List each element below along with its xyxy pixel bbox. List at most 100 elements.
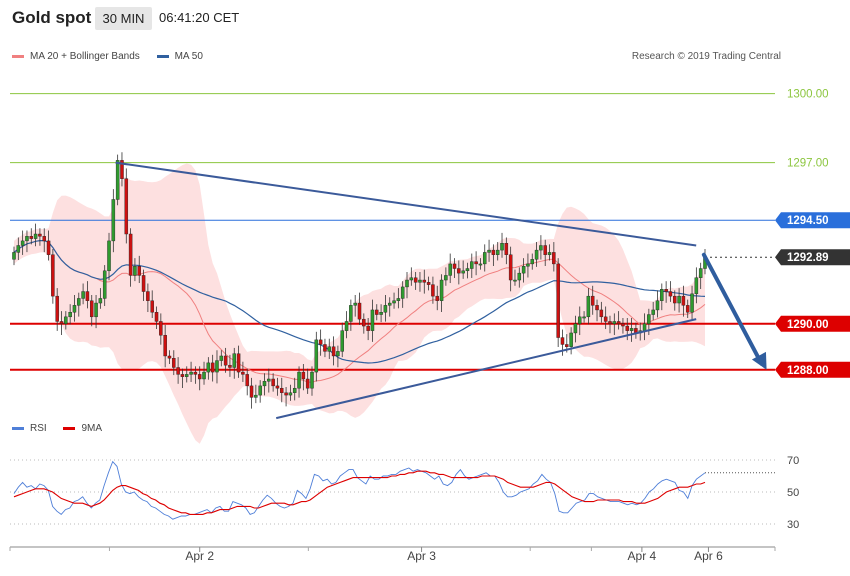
candle — [150, 290, 154, 318]
candle — [137, 255, 141, 284]
candle — [677, 288, 681, 313]
level-label-1292.89: 1292.89 — [787, 252, 829, 264]
candle-body — [219, 355, 224, 361]
candle — [573, 315, 578, 343]
candle — [495, 242, 500, 261]
candle — [20, 230, 25, 255]
candle-body — [137, 266, 141, 276]
candle-body — [51, 254, 55, 297]
timeframe-button[interactable]: 30 MIN — [95, 7, 152, 30]
candle — [336, 345, 340, 368]
candle-body — [396, 298, 401, 301]
candle-body — [185, 374, 189, 377]
candle — [547, 244, 552, 261]
candle-body — [288, 392, 293, 396]
candle — [595, 299, 599, 322]
candle — [323, 338, 327, 358]
candle-body — [595, 305, 599, 311]
candle — [418, 271, 422, 292]
rsi-line — [13, 460, 706, 520]
candle-body — [495, 249, 500, 255]
candle-body — [556, 263, 560, 338]
candle — [375, 304, 379, 321]
candle-body — [565, 344, 569, 347]
candle-body — [621, 323, 625, 327]
candle — [431, 276, 435, 304]
legend-ma50: MA 50 — [156, 51, 203, 62]
candle — [621, 318, 625, 334]
candle — [262, 373, 267, 396]
time-readout: 06:41:20 CET — [159, 10, 240, 25]
candle — [448, 253, 452, 284]
candle — [228, 354, 232, 377]
candle — [362, 313, 366, 334]
candle — [159, 313, 163, 345]
candle — [660, 283, 664, 311]
candle-body — [81, 291, 85, 299]
candle-body — [534, 249, 539, 260]
instrument-title: Gold spot — [12, 8, 92, 27]
candle-body — [690, 293, 694, 313]
candle-body — [327, 346, 332, 352]
candle — [353, 294, 357, 317]
candle-body — [482, 252, 487, 265]
candle — [193, 366, 198, 384]
candle-body — [448, 263, 452, 276]
candle — [508, 246, 513, 292]
candle — [210, 354, 215, 382]
candle — [344, 311, 349, 339]
candle-body — [681, 295, 686, 306]
candle — [664, 281, 668, 303]
candle — [310, 366, 314, 396]
candle-body — [586, 295, 591, 318]
candle-body — [262, 381, 267, 387]
candle — [569, 327, 573, 355]
projection-arrow-head — [751, 351, 767, 370]
candle-body — [133, 266, 137, 276]
rsi-panel: 30 50 70 — [10, 455, 799, 531]
candle-body — [115, 160, 120, 200]
candle — [301, 364, 306, 391]
candle — [616, 311, 621, 330]
candle-body — [305, 378, 310, 389]
candle-body — [150, 300, 154, 313]
candle-body — [578, 316, 582, 324]
level-tag-1288.00 — [775, 361, 850, 378]
rsi-tick-70: 70 — [787, 455, 799, 467]
candle — [176, 357, 180, 384]
candle — [111, 189, 116, 253]
legend-rsi: RSI — [12, 423, 47, 434]
candle — [452, 258, 457, 278]
level-label-1300.00: 1300.00 — [787, 89, 829, 101]
candle-body — [504, 243, 509, 255]
candle — [284, 387, 288, 407]
candle-body — [331, 346, 336, 357]
candle — [267, 368, 271, 393]
candle-body — [655, 300, 660, 311]
candle — [128, 228, 133, 287]
candle — [254, 384, 258, 404]
rsi-tick-50: 50 — [787, 487, 799, 499]
candle — [51, 248, 55, 304]
candle — [474, 251, 478, 276]
level-labels: 1300.00 1297.00 1294.50 1292.89 1290.00 1288.… — [775, 89, 850, 378]
candle — [513, 269, 517, 286]
candle — [89, 294, 94, 327]
rsi-tick-30: 30 — [787, 519, 799, 531]
candle-body — [560, 337, 565, 345]
level-label-1288.00: 1288.00 — [787, 365, 829, 377]
candle-body — [318, 339, 323, 345]
candle-body — [340, 330, 344, 352]
candle-body — [375, 309, 379, 315]
candle — [500, 232, 504, 258]
candle-body — [530, 259, 534, 265]
candle — [318, 329, 323, 356]
x-tick-label: Apr 4 — [628, 549, 657, 563]
candle — [94, 294, 98, 329]
candle-body — [254, 394, 258, 398]
candle — [68, 304, 72, 325]
rsi-legend: RSI 9MA — [12, 423, 116, 434]
candle-body — [487, 249, 491, 253]
candle-body — [569, 332, 573, 347]
candle — [413, 271, 418, 290]
